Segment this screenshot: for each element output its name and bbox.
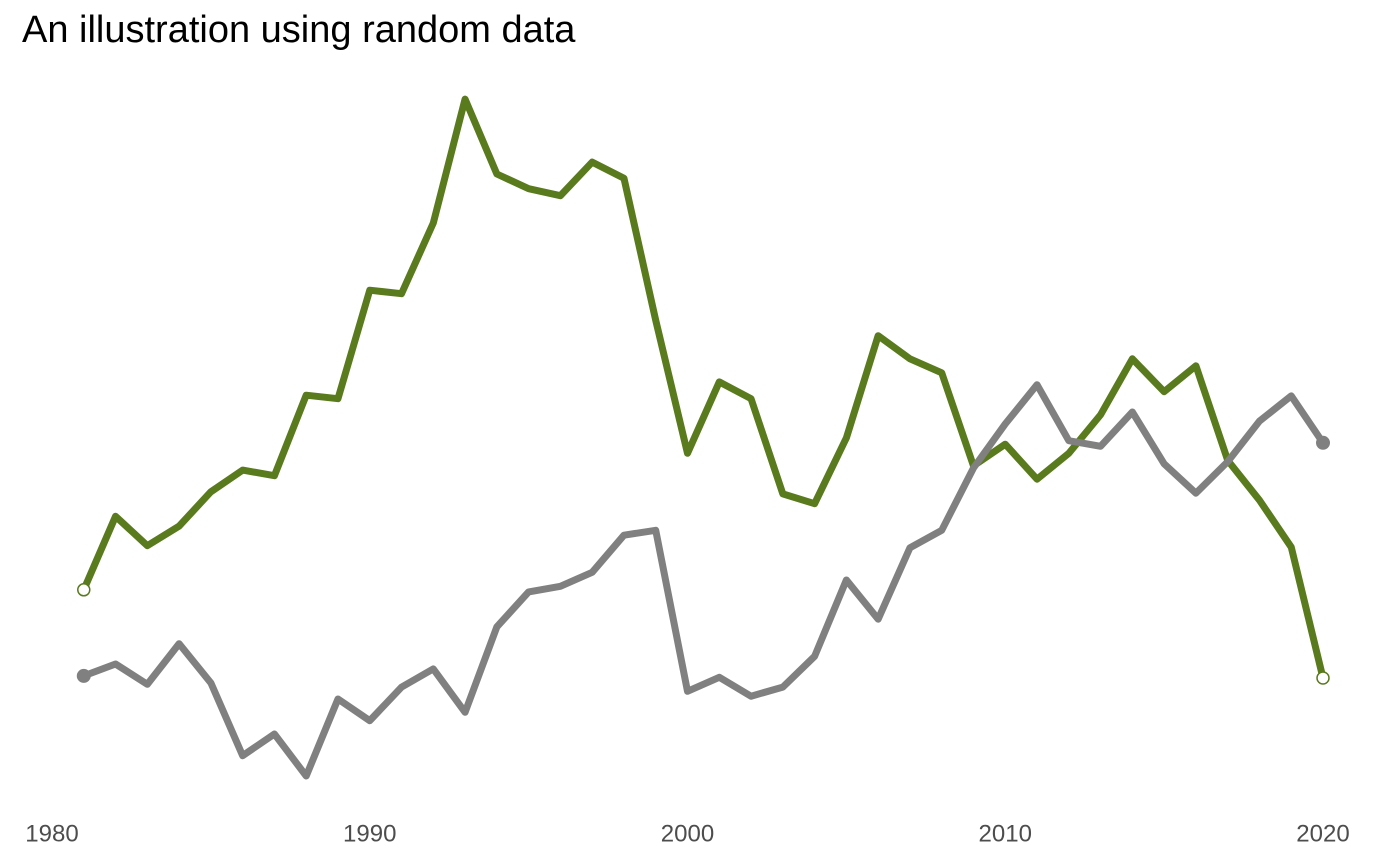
endpoint-marker [77,583,91,597]
endpoint-marker [76,668,91,683]
x-tick-label: 2010 [979,820,1032,847]
chart-title: An illustration using random data [22,9,576,51]
line [80,95,1327,682]
endpoint-marker [1316,671,1330,685]
x-tick-label: 2020 [1296,820,1349,847]
x-tick-label: 1980 [25,820,78,847]
line [80,381,1327,780]
x-tick-label: 1990 [343,820,396,847]
x-tick-label: 2000 [661,820,714,847]
endpoint-marker [1316,435,1330,450]
